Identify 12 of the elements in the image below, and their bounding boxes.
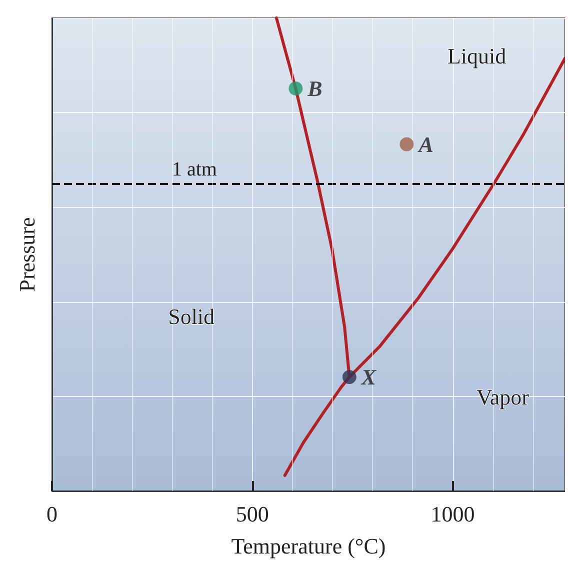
series-label: A — [416, 132, 434, 157]
series-label: X — [360, 364, 378, 390]
x-tick-label: 1000 — [430, 502, 475, 526]
y-axis-title: Pressure — [14, 217, 40, 292]
x-axis-title: Temperature (°C) — [231, 534, 386, 558]
annotation: Liquid — [447, 43, 506, 68]
annotation: Vapor — [476, 384, 530, 410]
ref-line-label: 1 atm — [172, 158, 218, 181]
x-tick-label: 500 — [236, 502, 269, 526]
series-label: B — [306, 76, 322, 101]
x-tick-label: 0 — [46, 502, 58, 526]
annotation: Solid — [168, 304, 215, 330]
